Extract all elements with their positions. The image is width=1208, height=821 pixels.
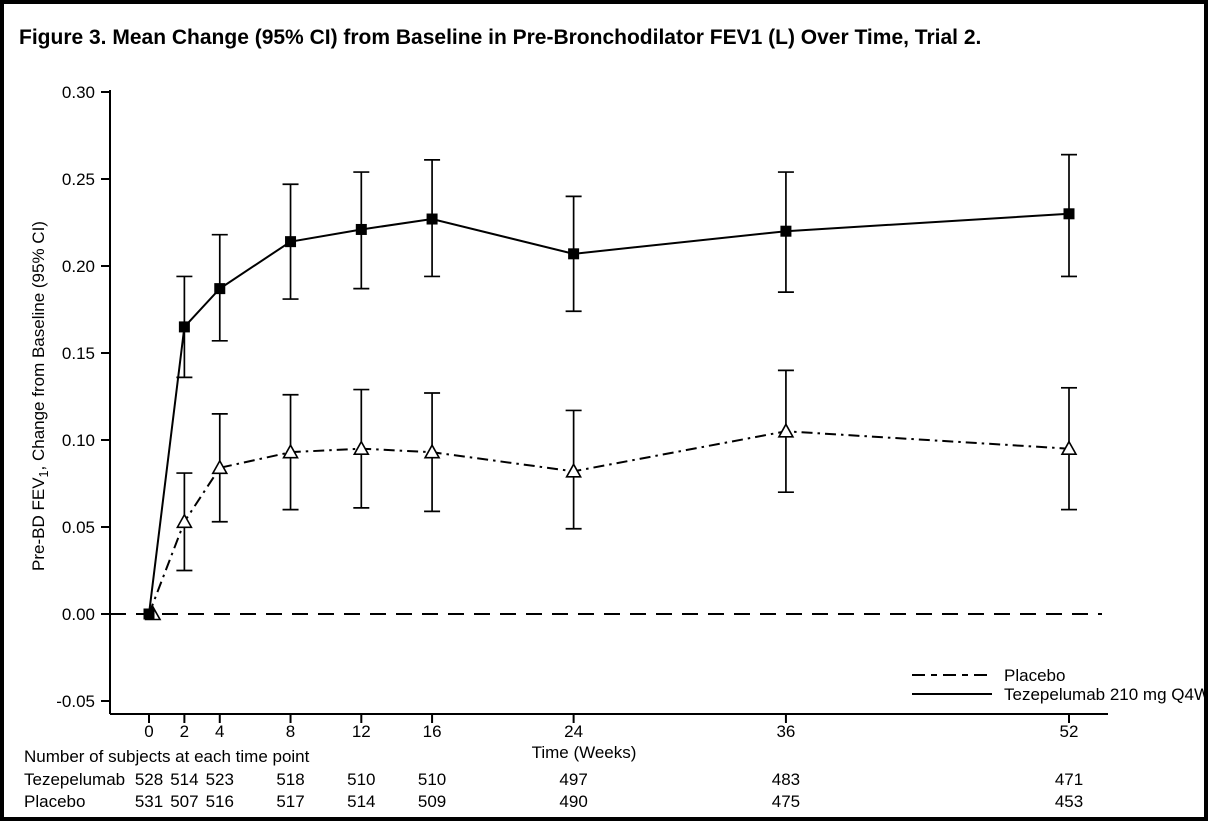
subjects-row-tezepelumab: Tezepelumab 528 514 523 518 510 510 497 483 471 bbox=[24, 770, 1083, 789]
square-marker bbox=[568, 248, 580, 260]
y-tick-label: 0.10 bbox=[62, 431, 95, 450]
y-axis-label: Pre-BD FEV1, Change from Baseline (95% C… bbox=[29, 221, 51, 571]
x-tick-label: 36 bbox=[776, 722, 795, 741]
subjects-count: 507 bbox=[170, 792, 198, 811]
subjects-count: 497 bbox=[559, 770, 587, 789]
x-tick-label: 4 bbox=[215, 722, 224, 741]
subjects-count: 523 bbox=[206, 770, 234, 789]
figure-title: Figure 3. Mean Change (95% CI) from Base… bbox=[19, 26, 982, 49]
subjects-count: 453 bbox=[1055, 792, 1083, 811]
subjects-count: 528 bbox=[135, 770, 163, 789]
square-marker bbox=[143, 608, 155, 620]
y-tick-label: 0.30 bbox=[62, 83, 95, 102]
square-marker bbox=[780, 225, 792, 237]
y-tick-label: 0.20 bbox=[62, 257, 95, 276]
fev1-change-chart: 0.300.250.200.150.100.050.00-0.050 2 4 8 12 1… bbox=[24, 83, 1204, 811]
legend-item-tezepelumab: Tezepelumab 210 mg Q4W bbox=[912, 685, 1204, 704]
subjects-caption: Number of subjects at each time point bbox=[24, 747, 310, 766]
y-tick-label: 0.00 bbox=[62, 605, 95, 624]
triangle-marker bbox=[565, 462, 582, 478]
subjects-row-label: Tezepelumab bbox=[24, 770, 125, 789]
subjects-count: 509 bbox=[418, 792, 446, 811]
triangle-marker bbox=[176, 513, 193, 529]
legend-label: Tezepelumab 210 mg Q4W bbox=[1004, 685, 1204, 704]
x-tick-label: 8 bbox=[286, 722, 295, 741]
subjects-count: 475 bbox=[772, 792, 800, 811]
subjects-count: 517 bbox=[276, 792, 304, 811]
subjects-count: 510 bbox=[347, 770, 375, 789]
triangle-marker bbox=[211, 459, 229, 475]
subjects-count: 471 bbox=[1055, 770, 1083, 789]
subjects-count: 518 bbox=[276, 770, 304, 789]
x-tick-label: 24 bbox=[564, 722, 583, 741]
subjects-count: 516 bbox=[206, 792, 234, 811]
series-line bbox=[148, 212, 1070, 615]
subjects-row-label: Placebo bbox=[24, 792, 85, 811]
square-marker bbox=[214, 283, 226, 295]
subjects-count: 483 bbox=[772, 770, 800, 789]
subjects-count: 514 bbox=[170, 770, 198, 789]
x-tick-label: 12 bbox=[352, 722, 371, 741]
square-marker bbox=[178, 321, 190, 333]
x-tick-label: 16 bbox=[423, 722, 442, 741]
y-tick-label: -0.05 bbox=[56, 692, 95, 711]
subjects-table: Number of subjects at each time point Tez… bbox=[24, 747, 1083, 811]
subjects-count: 510 bbox=[418, 770, 446, 789]
triangle-marker bbox=[352, 440, 370, 456]
square-marker bbox=[1063, 208, 1075, 220]
triangle-marker bbox=[1060, 440, 1078, 456]
series-placebo bbox=[144, 369, 1078, 621]
subjects-count: 531 bbox=[135, 792, 163, 811]
triangle-marker bbox=[282, 443, 299, 459]
square-marker bbox=[285, 236, 297, 248]
x-tick-label: 2 bbox=[180, 722, 189, 741]
series-line bbox=[148, 430, 1070, 615]
x-axis-label: Time (Weeks) bbox=[532, 743, 637, 762]
legend-label: Placebo bbox=[1004, 666, 1065, 685]
subjects-count: 514 bbox=[347, 792, 375, 811]
y-tick-label: 0.15 bbox=[62, 344, 95, 363]
square-marker bbox=[355, 223, 367, 235]
legend-item-placebo: Placebo bbox=[912, 666, 1065, 685]
x-tick-label: 52 bbox=[1060, 722, 1079, 741]
square-marker bbox=[426, 213, 438, 225]
y-tick-label: 0.25 bbox=[62, 170, 95, 189]
axes: 0.300.250.200.150.100.050.00-0.050 2 4 8 12 1… bbox=[56, 83, 1108, 741]
subjects-row-placebo: Placebo 531 507 516 517 514 509 490 475 453 bbox=[24, 792, 1083, 811]
triangle-marker bbox=[777, 422, 795, 438]
x-tick-label: 0 bbox=[144, 722, 153, 741]
subjects-count: 490 bbox=[559, 792, 587, 811]
y-tick-label: 0.05 bbox=[62, 518, 95, 537]
triangle-marker bbox=[423, 443, 441, 459]
series-tezepelumab bbox=[143, 153, 1077, 620]
